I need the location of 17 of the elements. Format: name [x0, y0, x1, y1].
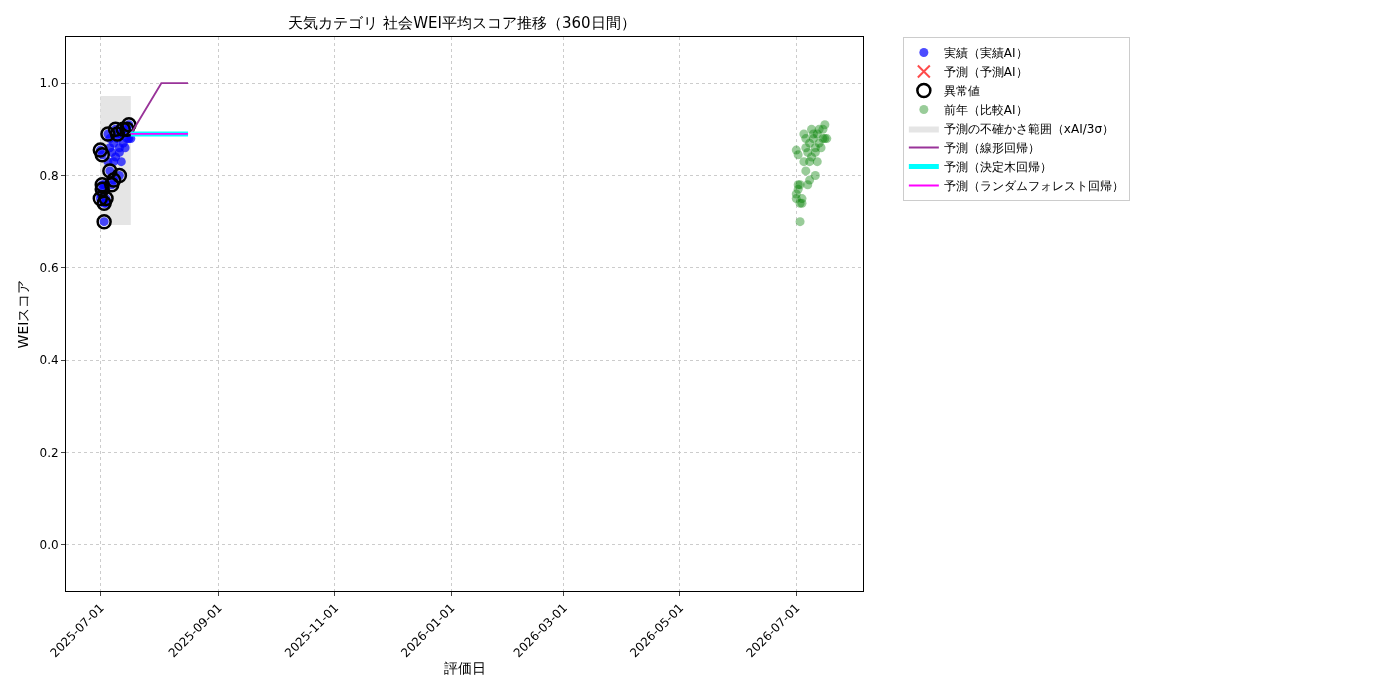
y-tick-label: 0.6	[39, 261, 59, 276]
x-axis-title: 評価日	[443, 660, 486, 677]
legend-label: 予測（決定木回帰）	[943, 160, 1052, 175]
legend-label: 予測（予測AI）	[943, 65, 1028, 80]
chart-title: 天気カテゴリ 社会WEI平均スコア推移（360日間）	[288, 14, 636, 32]
legend-label: 前年（比較AI）	[943, 103, 1028, 118]
legend-label: 予測（線形回帰）	[943, 141, 1040, 156]
y-tick-label: 1.0	[39, 76, 59, 91]
legend-label: 実績（実績AI）	[943, 46, 1028, 61]
y-tick-label: 0.4	[39, 353, 59, 368]
legend-label: 異常値	[943, 84, 980, 99]
y-tick-label: 0.8	[39, 168, 59, 183]
legend-label: 予測（ランダムフォレスト回帰）	[943, 179, 1124, 194]
y-tick-label: 0.2	[39, 445, 59, 460]
legend-label: 予測の不確かさ範囲（xAI/3σ）	[943, 122, 1114, 137]
y-axis-title: WEIスコア	[15, 279, 31, 349]
y-tick-label: 0.0	[39, 538, 59, 553]
